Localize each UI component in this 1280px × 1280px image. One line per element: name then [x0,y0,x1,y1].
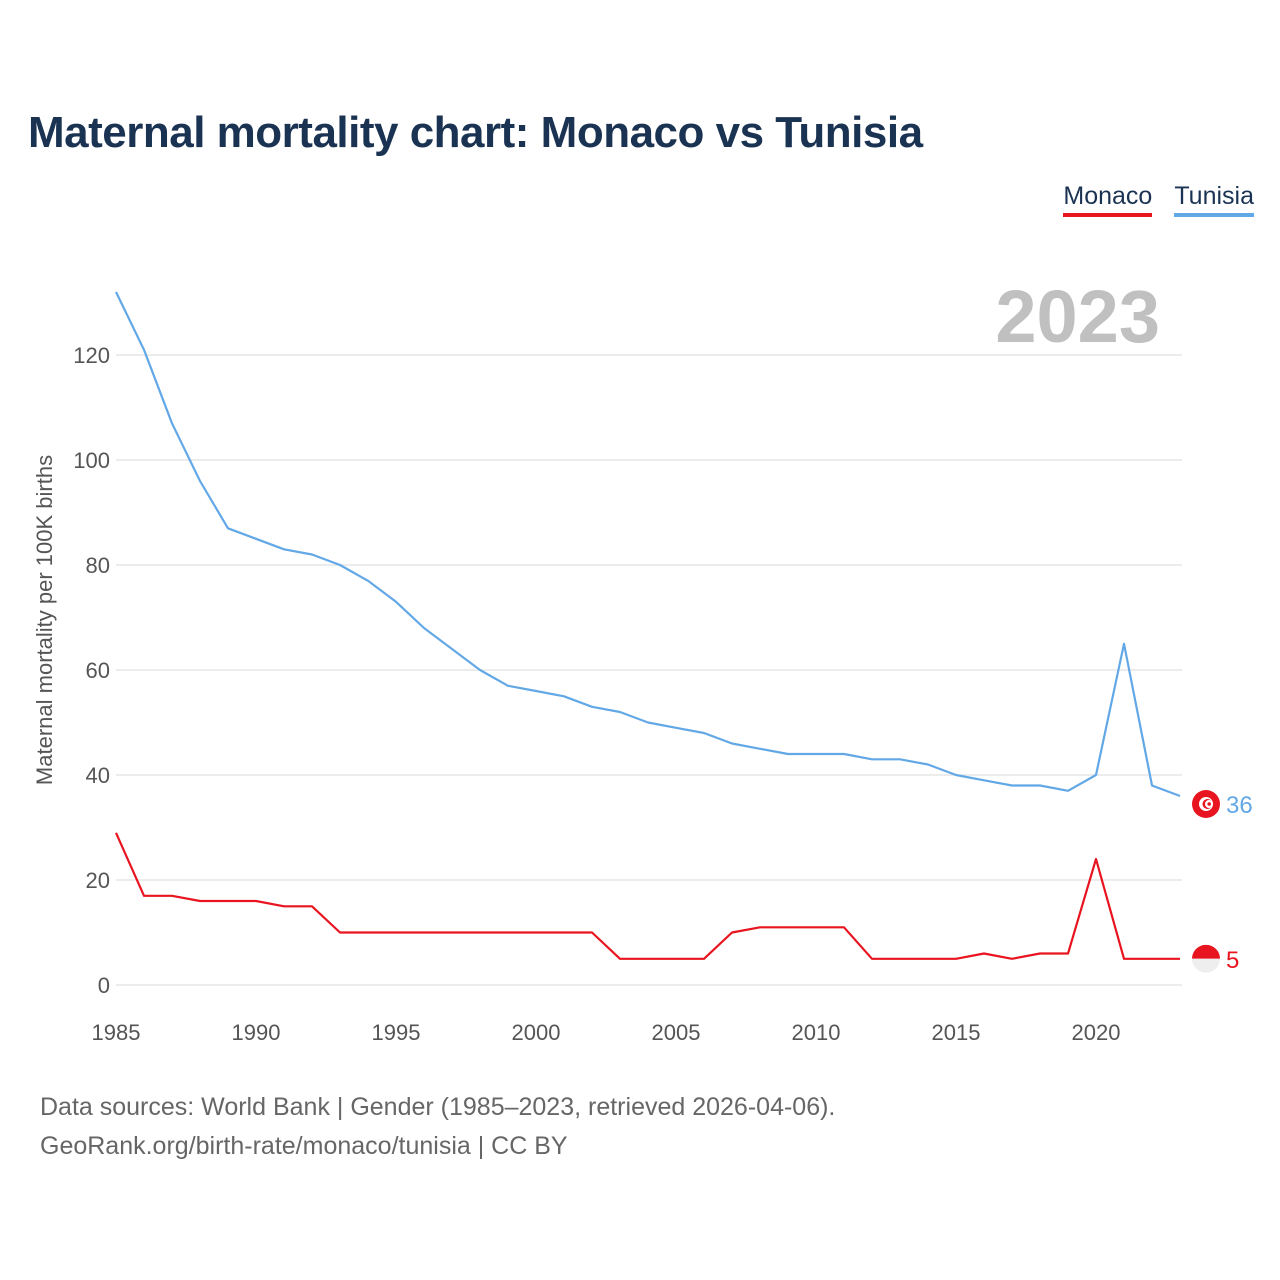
x-tick-label: 2015 [932,1020,981,1045]
x-tick-label: 1985 [92,1020,141,1045]
monaco-flag-icon [1192,944,1220,959]
axes: 0 20 40 60 80 100 120 1985 1990 1995 2000 2005 2010 2… [73,343,1120,1045]
x-tick-label: 1995 [372,1020,421,1045]
series-line-monaco[interactable] [114,832,1180,960]
y-axis-label: Maternal mortality per 100K births [32,455,57,785]
end-markers: 5 36 [1192,790,1253,974]
x-tick-label: 2005 [652,1020,701,1045]
x-tick-label: 2000 [512,1020,561,1045]
footer-sources: Data sources: World Bank | Gender (1985–… [40,1093,836,1121]
legend-monaco[interactable]: Monaco [1063,182,1153,217]
year-label: 2023 [995,275,1160,358]
footer: Data sources: World Bank | Gender (1985–… [40,1088,835,1166]
end-marker-monaco [1192,944,1220,973]
y-tick-label: 80 [86,553,110,578]
end-marker-tunisia [1192,790,1220,818]
legend: Monaco Tunisia [1063,182,1254,217]
series-lines [114,291,1181,960]
legend-tunisia[interactable]: Tunisia [1174,182,1254,217]
footer-attribution[interactable]: GeoRank.org/birth-rate/monaco/tunisia | … [40,1132,568,1160]
x-tick-label: 1990 [232,1020,281,1045]
y-tick-label: 20 [86,868,110,893]
chart-title: Maternal mortality chart: Monaco vs Tuni… [28,108,923,157]
y-tick-label: 120 [73,343,110,368]
series-line-tunisia[interactable] [115,291,1181,798]
x-tick-label: 2010 [792,1020,841,1045]
grid-lines [116,354,1182,986]
chart-plot: 2023 Maternal mortality per 100K births … [32,275,1253,1045]
end-value-label-monaco: 5 [1226,947,1239,974]
y-tick-label: 40 [86,763,110,788]
x-tick-label: 2020 [1072,1020,1121,1045]
y-tick-label: 60 [86,658,110,683]
y-tick-label: 100 [73,448,110,473]
y-tick-label: 0 [98,973,110,998]
end-value-label-tunisia: 36 [1226,792,1253,819]
